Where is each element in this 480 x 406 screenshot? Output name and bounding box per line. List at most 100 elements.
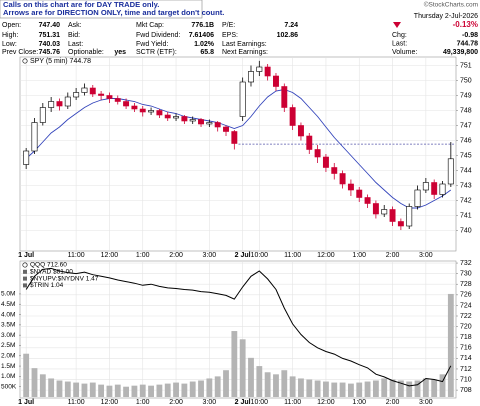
- volume-bar: [414, 380, 421, 397]
- candle-body: [173, 116, 180, 119]
- volume-bar: [173, 382, 179, 397]
- legend-text: QQQ 712.60: [30, 262, 67, 269]
- x-tick-label: 12:00: [101, 399, 119, 406]
- x-tick-label: 2:00: [386, 399, 400, 406]
- candle-body: [422, 182, 429, 191]
- candle-body: [223, 126, 229, 132]
- candle-body: [264, 66, 271, 77]
- volume-bar: [39, 374, 46, 397]
- volume-tick-label: 2.5M: [1, 342, 15, 349]
- quote-value: 1.02%: [194, 41, 215, 48]
- candle-body: [289, 107, 296, 126]
- candle-body: [281, 86, 288, 108]
- candle-body: [123, 101, 130, 107]
- candle-body: [156, 110, 163, 116]
- quote-label: Optionable:: [68, 49, 104, 56]
- candle-body: [98, 93, 105, 96]
- x-tick-label: 12:00: [317, 252, 335, 259]
- quote-label: Chg:: [392, 32, 407, 39]
- candle-body: [256, 66, 263, 72]
- y-tick-label: 730: [460, 270, 472, 277]
- candle-body: [364, 197, 371, 204]
- volume-tick-label: 1.0M: [1, 373, 15, 380]
- quote-value: 751.31: [39, 32, 61, 39]
- candle-body: [73, 92, 80, 98]
- quote-label: Bid:: [68, 32, 80, 39]
- quote-label: Prev Close:: [2, 49, 38, 56]
- candle-body: [331, 167, 338, 174]
- volume-tick-label: 4.0M: [1, 311, 15, 318]
- quote-value: 102.86: [277, 32, 299, 39]
- x-tick-label: 10:00: [251, 399, 269, 406]
- volume-bar: [81, 383, 88, 397]
- notice-line: Arrows are for DIRECTION ONLY, time and …: [3, 8, 224, 17]
- candle-body: [114, 98, 121, 102]
- quote-label: High:: [2, 32, 18, 39]
- volume-bar: [48, 378, 55, 397]
- x-tick-label: 11:00: [68, 399, 85, 406]
- volume-bar: [339, 382, 346, 397]
- y-tick-label: 749: [460, 92, 472, 99]
- legend-symbol: [23, 283, 27, 288]
- candle-body: [206, 122, 213, 125]
- volume-bar: [223, 370, 229, 397]
- credit: ©StockCharts.com: [424, 1, 478, 9]
- y-tick-label: 724: [460, 302, 472, 309]
- x-tick-label: 12:00: [317, 399, 335, 406]
- x-tick-label: 3:00: [203, 252, 217, 259]
- volume-bar: [298, 378, 304, 397]
- volume-bar: [189, 381, 196, 397]
- notice-box: [0, 0, 203, 19]
- y-tick-label: 708: [460, 387, 472, 394]
- x-tick-label: 3:00: [419, 252, 433, 259]
- volume-bar: [98, 384, 105, 397]
- candle-body: [339, 173, 346, 185]
- y-tick-label: 741: [460, 212, 472, 219]
- legend-text: SPY (5 min) 744.78: [30, 58, 91, 65]
- legend-symbol: [22, 262, 28, 268]
- volume-bar: [31, 368, 38, 397]
- candle-body: [414, 189, 421, 207]
- volume-bar: [356, 382, 363, 397]
- x-tick-label: 3:00: [203, 399, 217, 406]
- candle-body: [56, 101, 63, 107]
- candle-body: [31, 122, 38, 152]
- volume-bar: [73, 382, 80, 397]
- quote-label: Open:: [2, 22, 21, 29]
- quote-label: Fwd Yield:: [136, 41, 168, 48]
- y-tick-label: 720: [460, 323, 472, 330]
- x-tick-label: 10:00: [251, 252, 269, 259]
- candle-body: [198, 119, 204, 125]
- candle-body: [23, 150, 30, 165]
- candle-body: [148, 110, 155, 113]
- candle-body: [139, 108, 146, 113]
- y-tick-label: 744: [460, 167, 472, 174]
- candle-body: [347, 183, 354, 191]
- volume-bar: [181, 383, 188, 397]
- candle-body: [273, 75, 279, 87]
- candle-body: [106, 95, 113, 99]
- volume-bar: [164, 383, 171, 397]
- candle-body: [381, 209, 388, 215]
- x-tick-label: 12:00: [101, 252, 119, 259]
- y-tick-label: 732: [460, 260, 472, 267]
- candle-body: [447, 158, 454, 185]
- y-tick-label: 751: [460, 62, 472, 69]
- candle-body: [356, 189, 363, 198]
- volume-bar: [381, 378, 388, 397]
- y-tick-label: 710: [460, 376, 472, 383]
- x-tick-label: 2 Jul: [235, 252, 251, 259]
- volume-bar: [281, 370, 288, 397]
- quote-value: 744.78: [457, 40, 479, 47]
- change-pct: -0.13%: [453, 20, 478, 29]
- candle-body: [131, 105, 138, 110]
- volume-bar: [23, 353, 30, 397]
- quote-label: P/E:: [222, 22, 235, 29]
- candle-body: [89, 87, 96, 95]
- volume-tick-label: 3.0M: [1, 332, 15, 339]
- notice-line: Calls on this chart are for DAY TRADE on…: [3, 0, 159, 9]
- candle-body: [397, 221, 404, 227]
- price-panel-frame: [19, 56, 457, 252]
- candle-body: [239, 81, 246, 117]
